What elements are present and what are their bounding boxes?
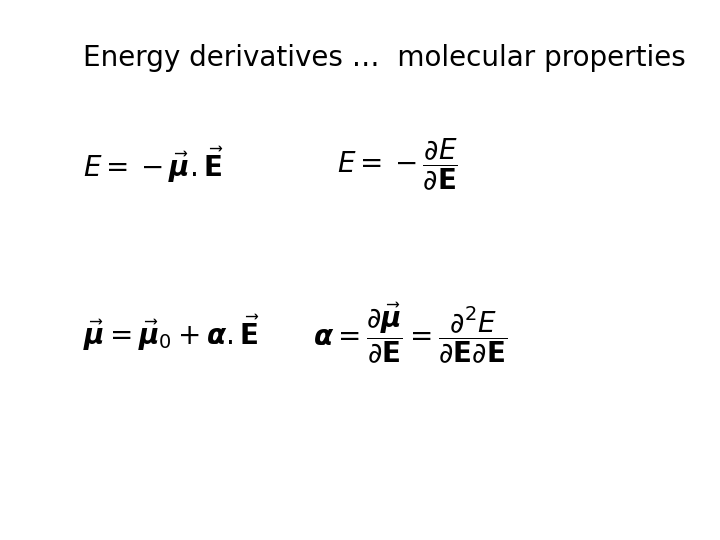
Text: Energy derivatives …  molecular properties: Energy derivatives … molecular propertie…	[84, 44, 686, 72]
Text: $E = -\vec{\boldsymbol{\mu}}.\vec{\mathbf{E}}$: $E = -\vec{\boldsymbol{\mu}}.\vec{\mathb…	[84, 145, 224, 185]
Text: $E = -\dfrac{\partial E}{\partial \mathbf{E}}$: $E = -\dfrac{\partial E}{\partial \mathb…	[337, 137, 458, 193]
Text: $\boldsymbol{\alpha} = \dfrac{\partial \vec{\boldsymbol{\mu}}}{\partial \mathbf{: $\boldsymbol{\alpha} = \dfrac{\partial \…	[313, 300, 507, 366]
Text: $\vec{\boldsymbol{\mu}} = \vec{\boldsymbol{\mu}}_0 + \boldsymbol{\alpha}.\vec{\m: $\vec{\boldsymbol{\mu}} = \vec{\boldsymb…	[84, 313, 260, 353]
